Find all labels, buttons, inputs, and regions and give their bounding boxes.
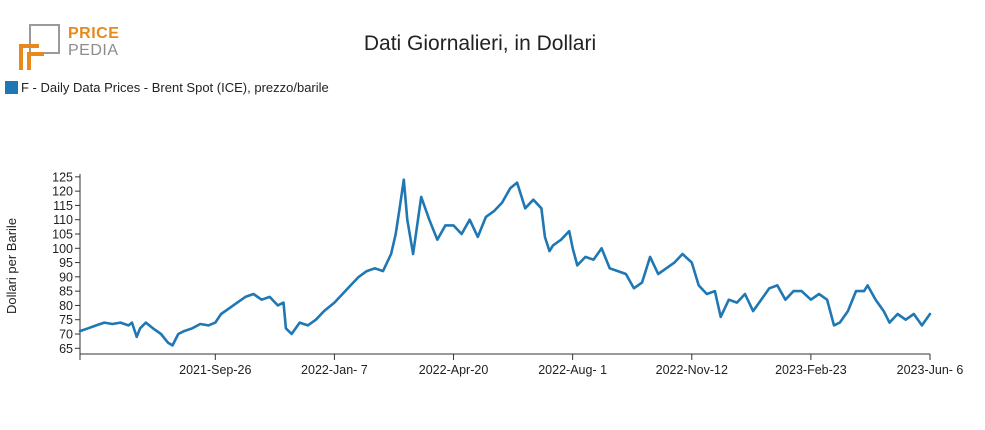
y-tick-label: 100	[52, 242, 73, 256]
x-tick-label: 2022-Nov-12	[656, 363, 728, 377]
chart-legend: F - Daily Data Prices - Brent Spot (ICE)…	[5, 80, 329, 95]
logo-word-pedia: PEDIA	[68, 42, 119, 59]
y-tick-label: 110	[53, 213, 73, 227]
y-tick-label: 115	[53, 199, 73, 213]
y-tick-label: 90	[59, 270, 73, 284]
y-tick-label: 75	[59, 313, 73, 327]
series-line-brent	[78, 178, 932, 347]
logo-word-price: PRICE	[68, 25, 120, 42]
y-tick-label: 65	[59, 342, 73, 356]
series-layer	[78, 178, 932, 347]
y-tick-label: 95	[59, 256, 73, 270]
legend-label: F - Daily Data Prices - Brent Spot (ICE)…	[21, 80, 329, 95]
x-tick-label: 2022-Jan- 7	[301, 363, 368, 377]
y-tick-label: 120	[52, 185, 73, 199]
y-axis-label: Dollari per Barile	[4, 218, 19, 314]
x-tick-label: 2021-Sep-26	[179, 363, 251, 377]
x-tick-label: 2023-Jun- 6	[897, 363, 964, 377]
legend-swatch	[5, 81, 18, 94]
x-tick-label: 2022-Aug- 1	[538, 363, 607, 377]
x-axis: 2021-Sep-26 2022-Jan- 7 2022-Apr-20 2022-Au…	[79, 353, 964, 377]
logo-mark-icon	[19, 24, 60, 70]
pricepedia-logo: PRICE PEDIA	[18, 24, 128, 72]
x-tick-label: 2022-Apr-20	[419, 363, 489, 377]
y-tick-label: 85	[59, 285, 73, 299]
y-tick-label: 125	[52, 170, 73, 184]
y-tick-label: 70	[59, 328, 73, 342]
chart-title: Dati Giornalieri, in Dollari	[363, 32, 597, 55]
y-tick-label: 105	[52, 228, 73, 242]
y-tick-label: 80	[59, 299, 73, 313]
x-tick-label: 2023-Feb-23	[775, 363, 847, 377]
